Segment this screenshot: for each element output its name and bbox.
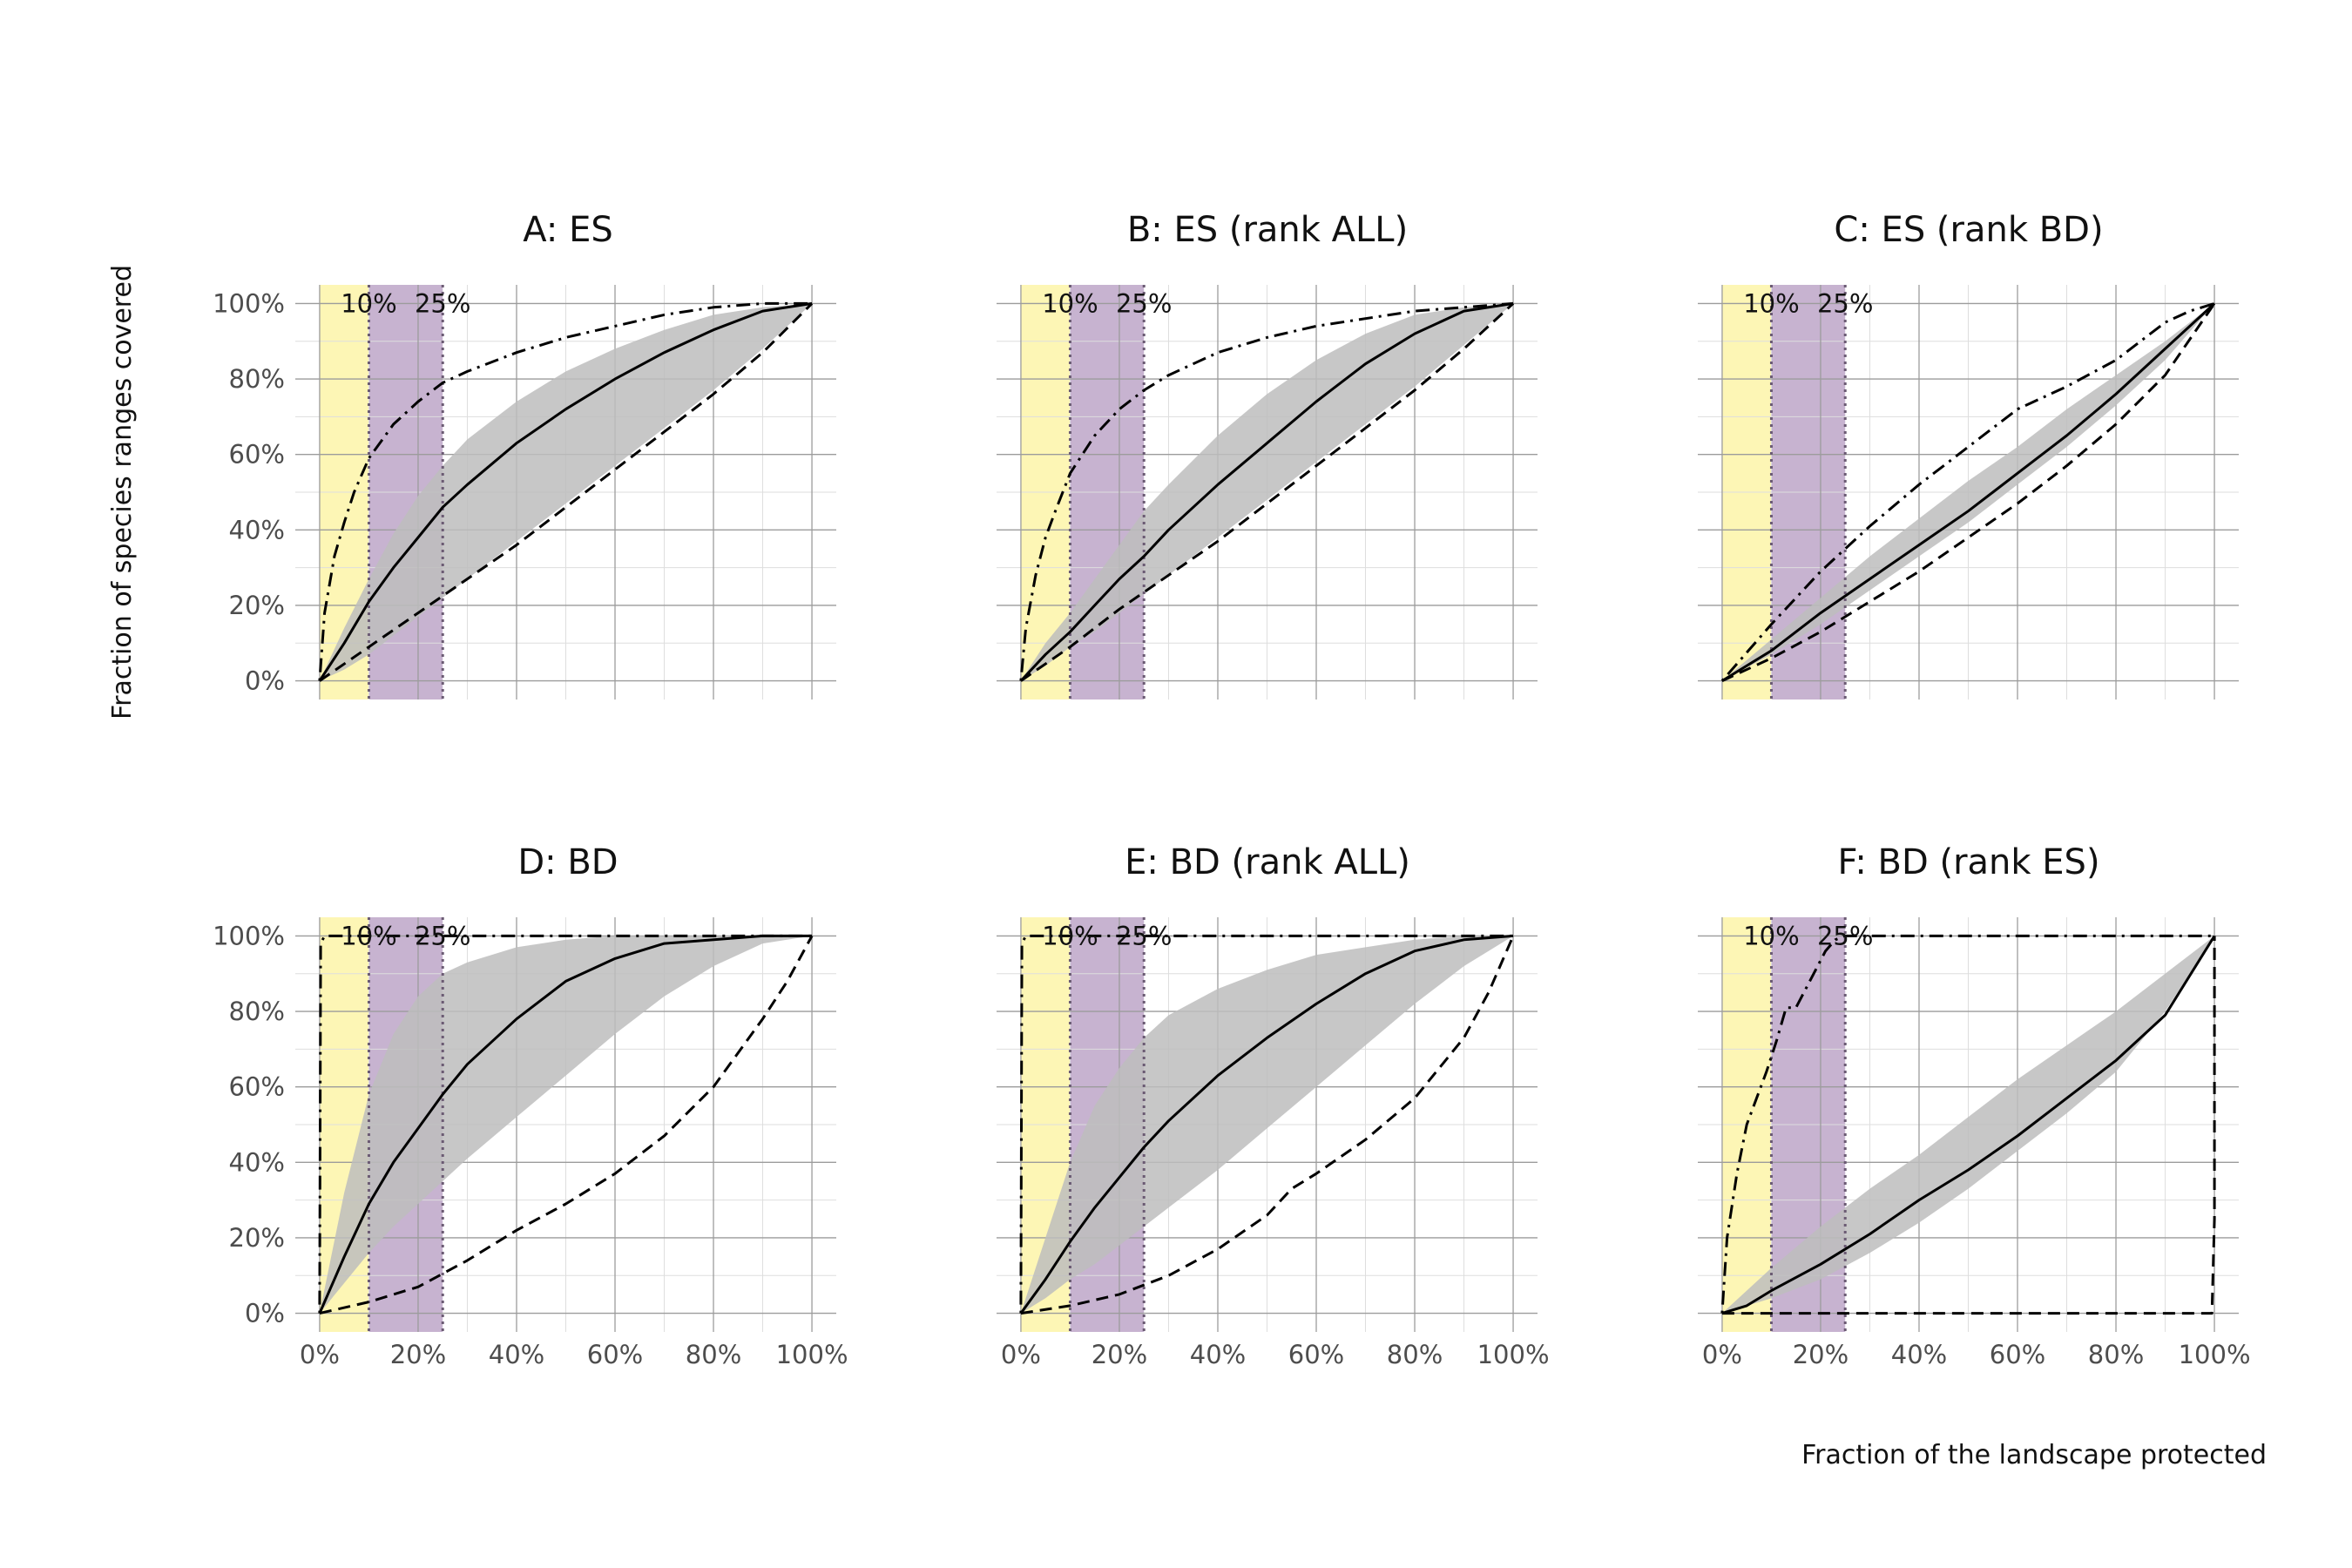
plot-area: 10% 25% 0% 20% 40% 60% 80% 100%	[213, 285, 836, 700]
threshold-label: 25%	[1817, 288, 1873, 318]
x-tick-label: 40%	[1891, 1340, 1947, 1369]
threshold-label: 25%	[415, 288, 470, 318]
panel-f: F: BD (rank ES) 10% 25% 0% 20% 40% 60% 80% 100%	[1698, 842, 2251, 1369]
panel-b: B: ES (rank ALL) 10% 25%	[997, 210, 1538, 700]
y-tick-label: 40%	[229, 515, 285, 544]
x-tick-label: 40%	[1190, 1340, 1246, 1369]
y-tick-label: 20%	[229, 1223, 285, 1253]
series-line-dotdash	[1019, 301, 1514, 681]
x-tick-label: 80%	[686, 1340, 741, 1369]
panel-title: C: ES (rank BD)	[1834, 210, 2103, 250]
panel-title: D: BD	[517, 842, 618, 882]
plot-area: 10% 25%	[1698, 285, 2239, 700]
series-line-solid	[318, 934, 813, 1315]
x-tick-label: 100%	[1477, 1340, 1550, 1369]
y-tick-label: 100%	[213, 288, 285, 318]
x-tick-label: 0%	[1702, 1340, 1742, 1369]
panel-title: E: BD (rank ALL)	[1125, 842, 1410, 882]
threshold-label: 25%	[1116, 288, 1172, 318]
threshold-label: 25%	[1116, 921, 1172, 950]
x-tick-label: 80%	[2088, 1340, 2144, 1369]
x-tick-label: 60%	[1990, 1340, 2045, 1369]
x-tick-label: 40%	[489, 1340, 544, 1369]
plot-area: 10% 25% 0% 20% 40% 60% 80% 100%	[1698, 917, 2251, 1369]
panel-d: D: BD 10% 25% 0% 20% 40% 60% 80% 100% 0% 20% 40% 60…	[213, 842, 848, 1369]
panel-e: E: BD (rank ALL) 10% 25% 0% 20% 40% 60% 80% 100…	[997, 842, 1550, 1369]
plot-area: 10% 25%	[997, 285, 1538, 700]
series-line-dotdash	[318, 934, 813, 1314]
threshold-label: 10%	[341, 288, 396, 318]
plot-area: 10% 25% 0% 20% 40% 60% 80% 100%	[997, 917, 1550, 1369]
panel-title: A: ES	[523, 210, 613, 250]
series-line-dashed	[319, 302, 814, 682]
x-tick-label: 100%	[776, 1340, 848, 1369]
panel-a: A: ES 10% 25% 0% 20% 40% 60% 80% 100%	[213, 210, 836, 700]
series-line-solid	[318, 301, 813, 682]
x-tick-label: 0%	[1001, 1340, 1041, 1369]
series-line-solid	[1019, 934, 1514, 1315]
series-line-solid	[1721, 935, 2216, 1315]
y-tick-label: 100%	[213, 921, 285, 950]
y-tick-label: 80%	[229, 364, 285, 394]
series-line-dotdash	[1019, 934, 1514, 1314]
threshold-label: 10%	[341, 921, 396, 950]
series-line-dotdash	[1720, 301, 2215, 682]
x-tick-label: 100%	[2179, 1340, 2251, 1369]
threshold-label: 25%	[1817, 921, 1873, 950]
y-tick-label: 40%	[229, 1147, 285, 1177]
threshold-label: 10%	[1042, 288, 1098, 318]
x-tick-label: 20%	[390, 1340, 446, 1369]
threshold-label: 10%	[1042, 921, 1098, 950]
x-tick-label: 60%	[1288, 1340, 1344, 1369]
y-tick-label: 20%	[229, 591, 285, 620]
y-axis-title: Fraction of species ranges covered	[107, 265, 138, 720]
x-tick-label: 80%	[1387, 1340, 1443, 1369]
panel-title: B: ES (rank ALL)	[1127, 210, 1408, 250]
y-tick-label: 80%	[229, 997, 285, 1026]
x-tick-label: 20%	[1793, 1340, 1848, 1369]
x-tick-label: 60%	[587, 1340, 643, 1369]
x-axis-title: Fraction of the landscape protected	[1801, 1440, 2267, 1470]
y-tick-label: 60%	[229, 1072, 285, 1102]
threshold-label: 10%	[1743, 288, 1799, 318]
threshold-label: 25%	[415, 921, 470, 950]
y-tick-label: 60%	[229, 440, 285, 470]
panel-c: C: ES (rank BD) 10% 25%	[1698, 210, 2239, 700]
x-tick-label: 20%	[1092, 1340, 1147, 1369]
panel-title: F: BD (rank ES)	[1837, 842, 2099, 882]
series-line-dotdash	[318, 301, 813, 681]
x-tick-label: 0%	[300, 1340, 340, 1369]
series-line-dashed	[1020, 302, 1515, 682]
threshold-label: 10%	[1743, 921, 1799, 950]
series-line-solid	[1019, 301, 1514, 682]
series-line-dashed	[1721, 936, 2216, 1315]
series-line-dashed	[1020, 935, 1515, 1315]
y-tick-label: 0%	[245, 666, 285, 696]
y-tick-label: 0%	[245, 1299, 285, 1328]
series-line-solid	[1721, 302, 2216, 682]
plot-area: 10% 25% 0% 20% 40% 60% 80% 100% 0% 20% 40% 60% 80% 10…	[213, 917, 848, 1369]
